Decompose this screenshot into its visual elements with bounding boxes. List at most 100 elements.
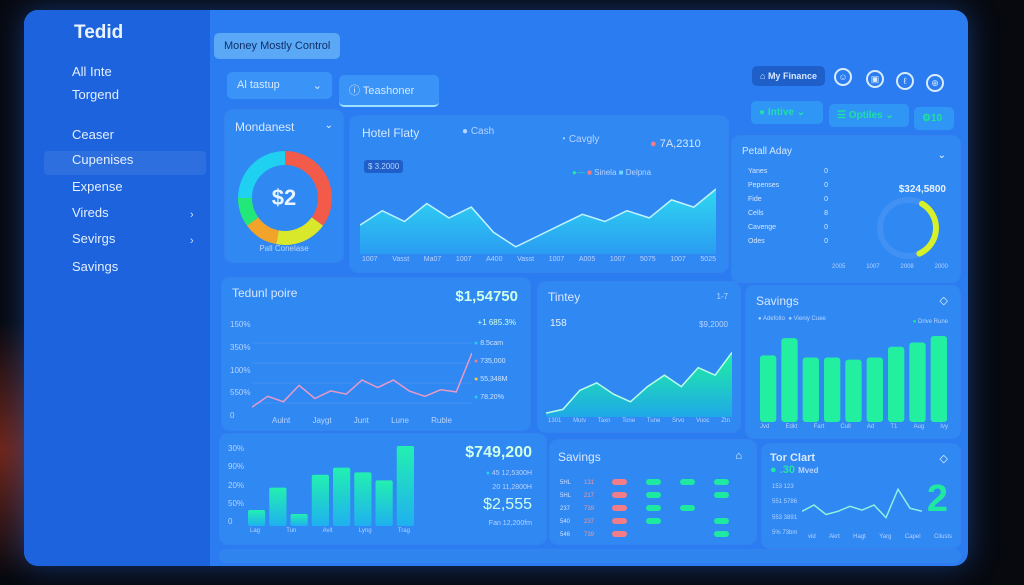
detail-list: Yanes 0 Pepenses 0 Fide 0 Cells 8 Cavenge 0 Odes 0 (748, 168, 828, 252)
axis-label: Lyng (358, 528, 372, 534)
x-axis-labels: 2005 1007 2008 2000 (832, 264, 948, 270)
axis-label: 30% (228, 444, 245, 453)
chevron-down-icon[interactable]: ⌄ (324, 120, 333, 131)
user-icon[interactable]: ☺ (834, 68, 852, 86)
header-tab[interactable]: Money Mostly Control (214, 33, 341, 59)
table-row: 546 739 (560, 528, 748, 541)
axis-label: Cull (840, 424, 851, 430)
sidebar-item-cupenises[interactable]: Cupenises (72, 152, 134, 167)
tab-cash[interactable]: ● Cash (462, 126, 495, 137)
sidebar-item-vireds[interactable]: Vireds (72, 205, 109, 220)
status-pill (646, 517, 661, 524)
savings-table-card: Savings ⌂ 5HL 131 5HL 217 237 739 540 237 546 739 (550, 440, 756, 544)
tor-value: ● .30 Mved (770, 464, 819, 476)
y-axis-labels: 150% 350% 100% 550% 0 (230, 320, 250, 420)
axis-label: 90% (228, 462, 245, 472)
card-title: Tintey (548, 290, 581, 304)
axis-label: Aug (913, 424, 925, 430)
money-line (546, 351, 732, 414)
table-row: 237 739 (560, 502, 748, 515)
bar (354, 472, 372, 526)
optiles-button[interactable]: ☰ Optiles ⌄ (829, 104, 909, 127)
dropdown-customer[interactable]: ⓘ Teashoner (339, 75, 439, 107)
tab-cavgly[interactable]: ◔ Cavgly (560, 134, 600, 145)
card-title: Savings (756, 294, 799, 308)
settings-icon[interactable]: ◇ (939, 295, 948, 307)
axis-label: Tun (286, 528, 297, 534)
cell-b: 739 (584, 505, 595, 512)
brand-logo: Tedid (74, 22, 124, 43)
globe-icon[interactable]: ⊕ (926, 74, 944, 92)
legend: ● 8.5cam ● 735,000 ● 55,348M ● 78.20% (474, 340, 526, 412)
cell-b: 237 (584, 518, 595, 525)
row-value: 0 (824, 182, 828, 189)
status-pill (680, 478, 695, 485)
axis-label: 100% (230, 365, 251, 375)
legend-label: Sinela (594, 168, 617, 177)
sidebar-item-all[interactable]: All Inte (72, 64, 112, 79)
card-title: Tor Clart (770, 452, 816, 464)
intive-button[interactable]: ● Intive ⌄ (751, 101, 823, 124)
row-value: 0 (824, 224, 828, 231)
status-pill (612, 530, 627, 537)
trend-total: ● 7A,2310 (650, 138, 701, 150)
row-label: Yanes (748, 168, 768, 175)
sidebar-item-torgend[interactable]: Torgend (72, 87, 119, 102)
donut-slice (238, 151, 286, 199)
lock-icon[interactable]: ▣ (866, 70, 884, 88)
profile-icon[interactable]: ℓ (896, 72, 914, 90)
axis-label: Trag (397, 528, 410, 534)
axis-label: 1007 (455, 256, 472, 263)
status-pill (714, 491, 729, 498)
axis-label: 1301 (548, 418, 562, 424)
sidebar-item-sevirgs[interactable]: Sevirgs (72, 231, 116, 246)
axis-label: Fart (813, 424, 825, 430)
total-amount: $1,54750 (455, 288, 518, 305)
home-icon[interactable]: ⌂ (735, 450, 742, 462)
dropdown-filter[interactable]: Al tastup ⌄ (227, 72, 332, 99)
settings-icon[interactable]: ◇ (939, 453, 948, 465)
savings-bar (909, 342, 926, 422)
savings-bar (824, 357, 841, 422)
axis-label: 550% (230, 388, 251, 398)
detail-amount: $324,5800 (898, 184, 946, 195)
range-badge[interactable]: 1-7 (716, 292, 728, 301)
y-axis-labels: 153 123 551 5786 553 3891 5% 73bm (772, 484, 797, 536)
row-label: Pepenses (748, 182, 780, 189)
axis-label: Mutv (573, 418, 587, 424)
trend-area-chart (360, 188, 716, 254)
card-title: Tedunl poire (232, 286, 298, 300)
cell-a: 237 (560, 505, 571, 512)
cell-a: 546 (560, 531, 571, 538)
table-row: 5HL 217 (560, 489, 748, 502)
axis-label: 1007 (548, 256, 565, 263)
axis-label: Aulnt (272, 416, 291, 425)
legend-dot-icon: ● (474, 376, 481, 383)
settings-button[interactable]: ⚙10 (914, 107, 954, 130)
axis-label: Taxn (597, 418, 611, 424)
row-value: 0 (824, 196, 828, 203)
row-label: Cells (748, 210, 764, 217)
axis-label: vid (808, 534, 816, 540)
donut-value: $2 (271, 185, 297, 210)
trend-total-value: 7A,2310 (659, 138, 701, 150)
status-pill (646, 504, 661, 511)
axis-label: Vuoc (696, 418, 710, 424)
sidebar-item-savings[interactable]: Savings (72, 259, 119, 274)
savings-table: 5HL 131 5HL 217 237 739 540 237 546 739 (560, 476, 748, 541)
x-axis-labels: Lag Tun Avit Lyng Trag (250, 528, 410, 534)
axis-label: 1007 (362, 256, 378, 263)
detail-row: Fide 0 (748, 196, 828, 210)
account-button[interactable]: ⌂ My Finance (752, 66, 825, 86)
savings-bar (760, 355, 777, 422)
gauge-arc (916, 200, 939, 257)
legend: ● Adefolto ● Vieniy Cuee (758, 316, 826, 322)
sidebar-item-expense[interactable]: Expense (72, 179, 123, 194)
legend-label: Delpna (625, 168, 652, 177)
detail-row: Cells 8 (748, 210, 828, 224)
chevron-right-icon: › (190, 235, 194, 247)
money-area (546, 352, 732, 417)
sidebar: Tedid All Inte Torgend Ceaser Cupenises … (24, 10, 210, 566)
sidebar-item-ceaser[interactable]: Ceaser (72, 127, 114, 142)
chevron-down-icon[interactable]: ⌄ (937, 150, 946, 161)
